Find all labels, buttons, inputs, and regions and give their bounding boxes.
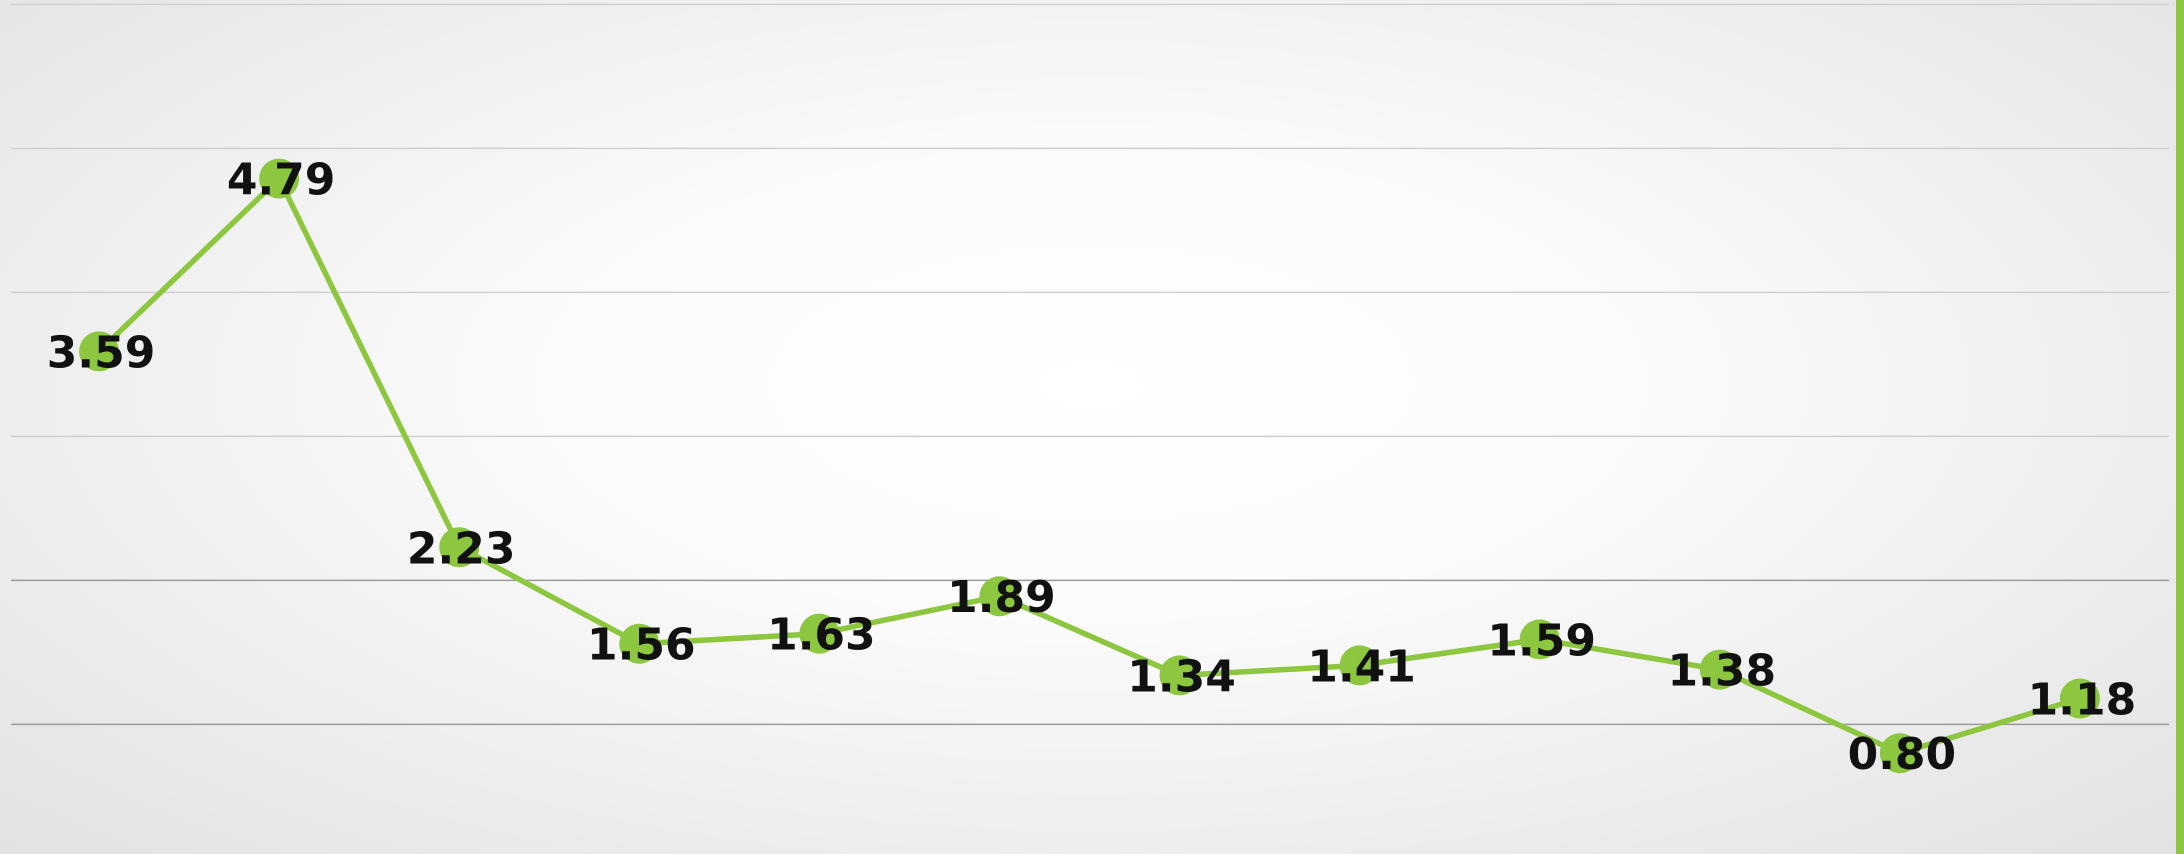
edge-bar (2176, 0, 2184, 854)
marker (259, 158, 300, 199)
data-label: 1.18 (2028, 674, 2137, 725)
data-label: 1.63 (767, 610, 876, 661)
data-label: 1.89 (947, 572, 1056, 623)
data-label: 1.59 (1487, 615, 1596, 666)
marker (979, 576, 1020, 617)
series-line (97, 173, 2081, 757)
marker (1339, 645, 1380, 686)
marker (799, 613, 840, 654)
marker (619, 623, 660, 664)
data-label: 1.56 (587, 620, 696, 671)
marker (439, 527, 480, 568)
data-label: 3.59 (47, 327, 156, 378)
data-label: 0.80 (1848, 729, 1957, 780)
marker (1519, 619, 1560, 660)
data-label: 4.79 (227, 155, 336, 206)
data-label: 1.34 (1127, 651, 1236, 702)
marker (1159, 655, 1200, 696)
marker (1699, 649, 1740, 690)
marker (2059, 678, 2100, 719)
data-label: 2.23 (407, 523, 516, 574)
data-label: 1.41 (1307, 641, 1416, 692)
marker (1879, 733, 1920, 774)
data-label: 1.38 (1668, 646, 1777, 697)
marker (79, 331, 120, 372)
